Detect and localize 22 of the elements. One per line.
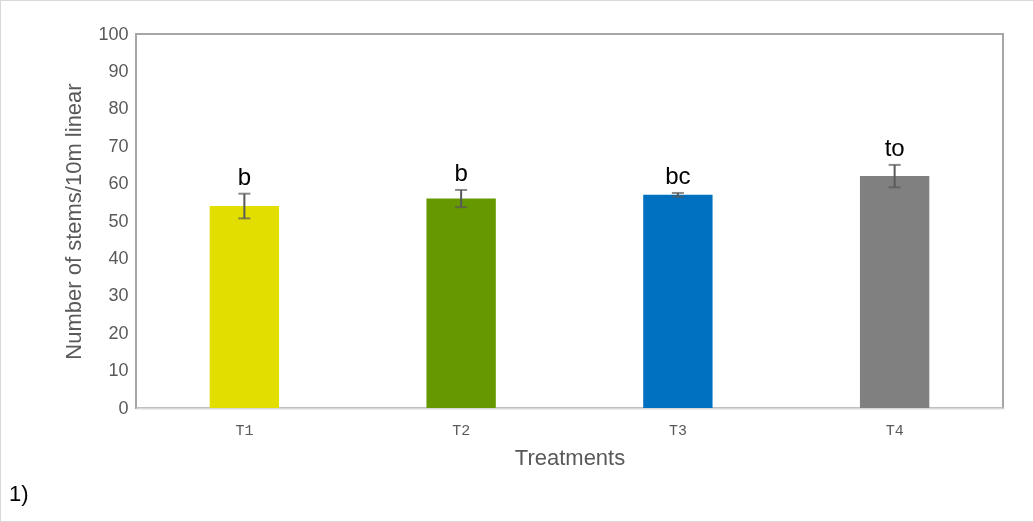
- x-axis-title: Treatments: [514, 444, 626, 470]
- x-tick-label: T4: [885, 422, 904, 440]
- y-axis-title: Number of stems/10m linear: [61, 83, 87, 360]
- y-tick-label: 100: [98, 23, 129, 44]
- text: 1): [9, 481, 29, 507]
- y-tick-label: 50: [108, 210, 129, 231]
- x-tick-label: T2: [452, 422, 471, 440]
- annotation: b: [237, 162, 252, 190]
- y-tick-label: 0: [118, 397, 129, 418]
- y-tick-label: 10: [108, 360, 129, 381]
- y-tick-label: 20: [108, 322, 129, 343]
- annotation: bc: [665, 161, 691, 189]
- y-tick-label: 40: [108, 247, 129, 268]
- y-tick-label: 80: [108, 98, 129, 119]
- y-tick-label: 70: [108, 135, 129, 156]
- annotation: b: [454, 158, 468, 186]
- y-tick-label: 30: [108, 285, 129, 306]
- x-tick-label: T3: [668, 422, 687, 440]
- annotation: to: [884, 133, 905, 161]
- y-tick-label: 60: [108, 173, 129, 194]
- x-tick-label: T1: [235, 422, 254, 440]
- y-tick-label: 90: [108, 60, 129, 81]
